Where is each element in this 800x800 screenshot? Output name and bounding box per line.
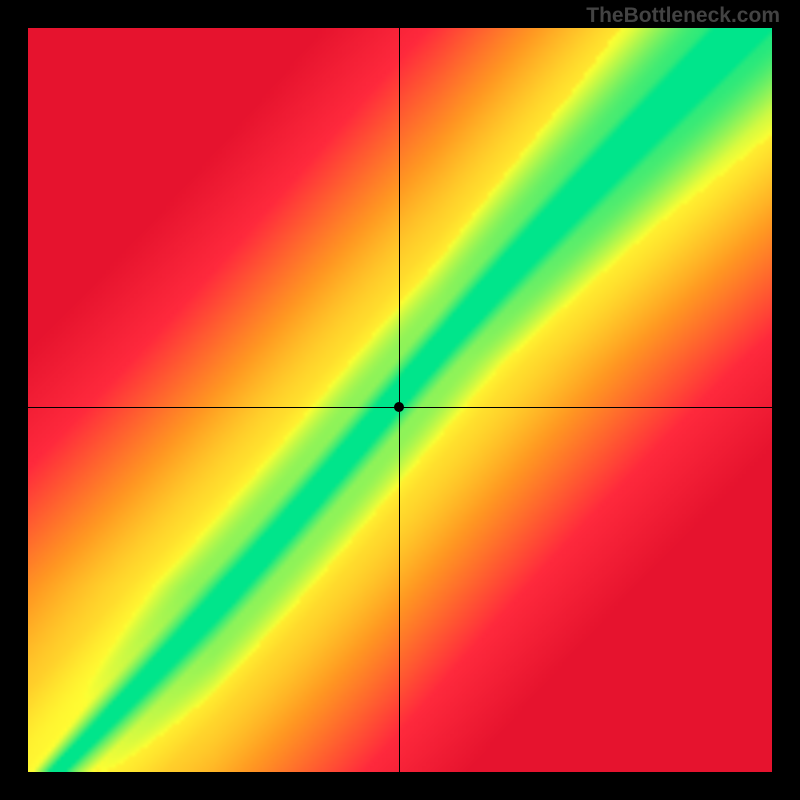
marker-dot (394, 402, 404, 412)
crosshair-vertical (399, 28, 400, 772)
heatmap-plot (28, 28, 772, 772)
watermark-text: TheBottleneck.com (586, 4, 780, 28)
heatmap-canvas (28, 28, 772, 772)
